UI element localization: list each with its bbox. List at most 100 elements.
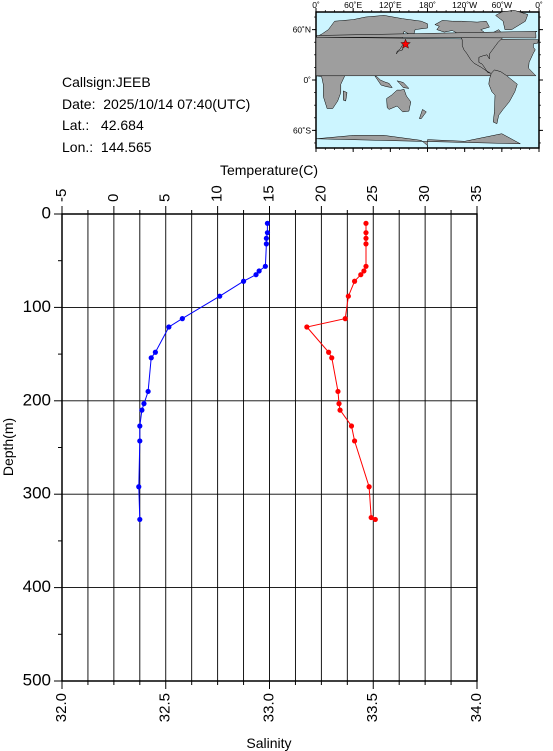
profile-point (336, 401, 342, 407)
profile-point (141, 401, 147, 407)
top-tick-label: 20 (312, 185, 329, 202)
map-lon-label: 0˚ (312, 0, 320, 10)
lat-label: Lat.: (62, 117, 90, 133)
profile-point (137, 423, 143, 429)
lat-value: 42.684 (100, 117, 144, 133)
bottom-tick-label: 32.0 (53, 693, 70, 722)
map-lon-label: 120˚W (452, 0, 477, 10)
profile-point (145, 388, 151, 395)
profile-point (166, 324, 172, 330)
profile-point (372, 516, 378, 523)
landmass (315, 36, 539, 77)
profile-point (217, 293, 223, 299)
top-tick-label: 5 (157, 194, 174, 202)
map-lon-label: 180˚ (419, 0, 436, 10)
profile-point (363, 220, 369, 226)
depth-tick-label: 400 (23, 577, 51, 596)
date-label: Date: (62, 95, 96, 112)
station-info: Callsign:JEEB Date: 2025/10/14 07:40(UTC… (62, 72, 250, 158)
profile-point (363, 263, 369, 269)
station-star (400, 38, 411, 49)
bottom-tick-label: 34.0 (468, 693, 485, 722)
profile-point (363, 241, 369, 247)
profile-point (368, 514, 374, 521)
top-tick-label: 30 (416, 185, 433, 202)
profile-point (137, 438, 143, 444)
profile-point (137, 516, 143, 523)
top-tick-label: 0 (105, 194, 122, 202)
profile-point (152, 349, 158, 355)
profile-point (337, 407, 343, 413)
map-lon-label: 0˚ (535, 0, 543, 10)
map-lon-label: 60˚W (492, 0, 512, 10)
station-marker-icon (400, 38, 411, 49)
callsign-row: Callsign:JEEB (62, 72, 250, 94)
top-tick-label: 15 (260, 185, 277, 202)
map-lat-label: 0˚ (303, 75, 311, 85)
bottom-tick-label: 33.0 (260, 693, 277, 722)
depth-tick-label: 300 (23, 484, 51, 503)
landmass (374, 75, 393, 88)
landmass (343, 90, 348, 102)
profile-point (264, 230, 271, 236)
date-value: 2025/10/14 07:40(UTC) (103, 95, 251, 112)
map-lon-label: 120˚E (379, 0, 402, 10)
profile-point (351, 438, 358, 444)
landmass (315, 133, 521, 148)
depth-tick-label: 0 (42, 203, 51, 222)
profile-point (363, 235, 369, 241)
profile-point (263, 235, 269, 241)
landmass (396, 80, 410, 89)
profile-point (240, 278, 247, 284)
landmass (434, 20, 505, 74)
chart-grid (62, 214, 477, 681)
top-tick-label: 35 (468, 185, 485, 202)
landmass (419, 109, 427, 119)
world-map: 0˚ 60˚E 120˚E 180˚ 120˚W 60˚W 0˚ 60˚N 0˚ 60˚S (293, 0, 543, 152)
profile-point (179, 316, 185, 322)
depth-tick-label: 100 (23, 297, 51, 316)
lon-row: Lon.: 144.565 (62, 137, 250, 159)
chart-ticks (54, 206, 478, 689)
profile-point (345, 293, 351, 299)
profile-point (335, 388, 341, 395)
bottom-axis-label: Salinity (246, 735, 291, 751)
profile-point (256, 268, 262, 274)
profile-point (361, 268, 367, 274)
profile-point (262, 263, 268, 269)
top-tick-label: 25 (364, 185, 381, 202)
profile-point (329, 355, 335, 361)
profile-point (136, 484, 142, 490)
landmass (386, 88, 412, 113)
profile-point (263, 241, 269, 247)
profile-point (148, 355, 154, 361)
profile-point (304, 324, 310, 330)
lon-label: Lon.: (62, 138, 94, 155)
profile-line (138, 223, 268, 520)
depth-tick-label: 500 (23, 670, 51, 689)
profile-point (326, 349, 332, 355)
profile-point (363, 230, 369, 236)
depth-tick-label: 200 (23, 390, 51, 409)
profile-point (264, 220, 271, 226)
chart-series (136, 220, 378, 523)
profile-point (358, 272, 364, 278)
profile-point (366, 484, 372, 490)
bottom-tick-label: 33.5 (364, 693, 381, 722)
map-lat-label: 60˚N (293, 25, 311, 35)
map-labels: 0˚ 60˚E 120˚E 180˚ 120˚W 60˚W 0˚ 60˚N 0˚ 60˚S (293, 0, 543, 135)
landmass (495, 10, 529, 30)
bottom-tick-label: 32.5 (157, 693, 174, 722)
landmass (488, 69, 518, 125)
map-lon-label: 60˚E (344, 0, 362, 10)
map-lat-label: 60˚S (293, 125, 311, 135)
date-row: Date: 2025/10/14 07:40(UTC) (62, 94, 250, 116)
landmass (316, 31, 538, 39)
lon-value: 144.565 (100, 138, 152, 155)
profile-point (342, 316, 348, 322)
y-axis-label: Depth(m) (0, 418, 16, 476)
top-tick-label: -5 (53, 189, 70, 202)
profile-point (351, 278, 358, 284)
